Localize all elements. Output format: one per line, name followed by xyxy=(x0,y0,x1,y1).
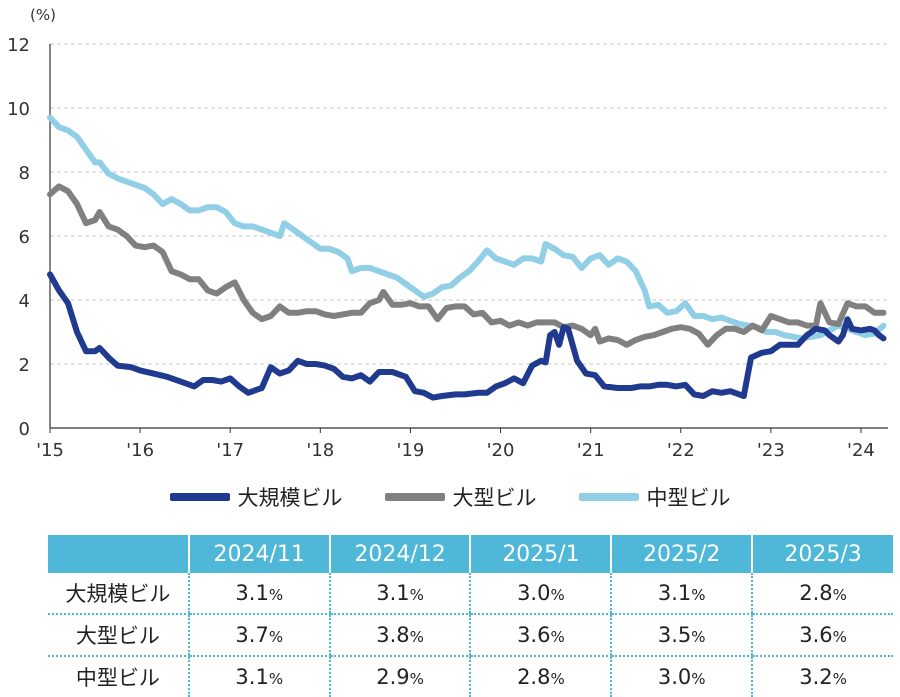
legend-swatch-icon xyxy=(169,493,230,501)
cell-value: 3.7 xyxy=(235,623,269,647)
x-tick-label: '17 xyxy=(216,440,244,461)
table-row: 中型ビル 3.1% 2.9% 2.8% 3.0% 3.2% xyxy=(48,656,893,697)
y-tick-label: 12 xyxy=(7,35,30,56)
cell-value: 3.0 xyxy=(517,581,551,605)
cell-value: 3.5 xyxy=(657,623,692,647)
y-tick-label: 10 xyxy=(7,99,30,120)
cell-value: 3.2 xyxy=(799,665,833,689)
unit-label: % xyxy=(409,628,424,646)
table-header-cell: 2025/3 xyxy=(751,535,893,573)
x-tick-label: '23 xyxy=(757,440,785,461)
unit-label: % xyxy=(550,670,565,688)
cell-value: 3.8 xyxy=(376,623,410,647)
cell-value: 3.1 xyxy=(235,665,269,689)
legend-swatch-icon xyxy=(384,493,445,501)
y-axis-unit-label: (%) xyxy=(30,6,56,24)
table-cell: 3.5% xyxy=(610,614,753,657)
series-line-2 xyxy=(47,114,887,342)
series-line-0 xyxy=(47,271,887,401)
table-cell: 3.6% xyxy=(751,614,893,657)
legend-item-large: 大型ビル xyxy=(384,482,537,512)
unit-label: % xyxy=(691,670,706,688)
cell-value: 2.8 xyxy=(517,665,551,689)
table-cell: 3.1% xyxy=(610,573,753,615)
row-label: 大規模ビル xyxy=(48,573,189,615)
x-tick-label: '20 xyxy=(487,440,515,461)
table-header-cell: 2024/12 xyxy=(328,535,471,573)
unit-label: % xyxy=(409,670,424,688)
table-header-cell: 2024/11 xyxy=(187,535,330,573)
cell-value: 3.1 xyxy=(376,581,410,605)
y-tick-label: 0 xyxy=(19,419,30,440)
legend-item-medium: 中型ビル xyxy=(578,482,731,512)
unit-label: % xyxy=(691,586,706,604)
cell-value: 3.0 xyxy=(657,665,692,689)
legend-item-large-scale: 大規模ビル xyxy=(169,482,343,512)
table-cell: 3.0% xyxy=(610,656,753,697)
unit-label: % xyxy=(832,628,847,646)
cell-value: 3.1 xyxy=(657,581,692,605)
x-tick-label: '19 xyxy=(397,440,425,461)
unit-label: % xyxy=(268,628,284,646)
y-tick-label: 6 xyxy=(19,227,30,248)
legend-label: 中型ビル xyxy=(646,486,731,510)
cell-value: 2.8 xyxy=(799,581,833,605)
table-header-corner xyxy=(48,535,189,573)
x-tick-label: '22 xyxy=(667,440,695,461)
unit-label: % xyxy=(691,628,706,646)
y-tick-label: 2 xyxy=(19,355,30,376)
unit-label: % xyxy=(550,586,565,604)
table-cell: 2.8% xyxy=(469,656,612,697)
cell-value: 3.6 xyxy=(799,623,833,647)
table-cell: 3.8% xyxy=(328,614,471,657)
chart-legend: 大規模ビル 大型ビル 中型ビル xyxy=(0,482,900,512)
table-cell: 3.1% xyxy=(187,573,330,615)
table-cell: 3.1% xyxy=(187,656,330,697)
table-row: 大規模ビル 3.1% 3.1% 3.0% 3.1% 2.8% xyxy=(48,573,893,615)
table-cell: 3.7% xyxy=(187,614,330,657)
table-cell: 3.1% xyxy=(328,573,471,615)
x-tick-label: '18 xyxy=(306,440,334,461)
unit-label: % xyxy=(268,586,284,604)
legend-label: 大規模ビル xyxy=(237,486,343,510)
table-header-row: 2024/11 2024/12 2025/1 2025/2 2025/3 xyxy=(48,535,893,573)
legend-swatch-icon xyxy=(578,493,639,501)
unit-label: % xyxy=(832,586,847,604)
unit-label: % xyxy=(832,670,847,688)
row-label: 中型ビル xyxy=(75,666,160,690)
cell-value: 3.6 xyxy=(517,623,551,647)
table-row: 大型ビル 3.7% 3.8% 3.6% 3.5% 3.6% xyxy=(48,614,893,657)
table-cell: 3.2% xyxy=(751,656,893,697)
unit-label: % xyxy=(409,586,424,604)
table-header-cell: 2025/2 xyxy=(610,535,753,573)
x-tick-label: '15 xyxy=(36,440,64,461)
table-header-cell: 2025/1 xyxy=(469,535,612,573)
row-label: 大型ビル xyxy=(48,614,189,657)
cell-value: 2.9 xyxy=(376,665,410,689)
table-cell: 3.0% xyxy=(469,573,612,615)
legend-label: 大型ビル xyxy=(452,486,537,510)
y-tick-label: 4 xyxy=(19,291,30,312)
table-cell: 2.8% xyxy=(751,573,893,615)
vacancy-summary-table: 2024/11 2024/12 2025/1 2025/2 2025/3 大規模… xyxy=(48,535,893,697)
table-cell: 2.9% xyxy=(328,656,471,697)
x-tick-label: '16 xyxy=(126,440,154,461)
x-tick-label: '24 xyxy=(847,440,875,461)
x-tick-label: '21 xyxy=(577,440,605,461)
y-tick-label: 8 xyxy=(19,163,30,184)
unit-label: % xyxy=(550,628,565,646)
table-cell: 3.6% xyxy=(469,614,612,657)
series-line-1 xyxy=(47,183,887,348)
vacancy-rate-chart: (%) 0 2 4 6 8 10 12 '15 '16 '17 '18 '19 '20 '21 '22 '23 '… xyxy=(7,6,888,461)
unit-label: % xyxy=(268,670,284,688)
cell-value: 3.1 xyxy=(235,581,269,605)
